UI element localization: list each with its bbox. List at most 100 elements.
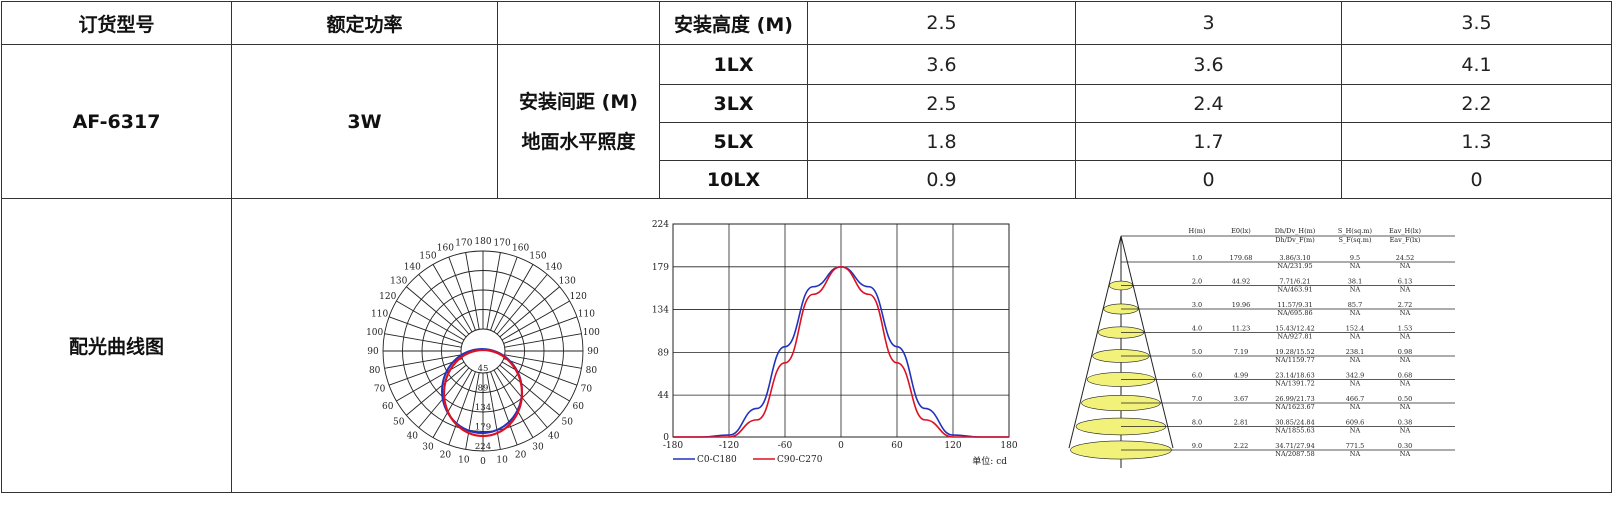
polar-angle-label: 110 — [371, 309, 388, 319]
spacing-label: 安装间距 (M) 地面水平照度 — [497, 44, 660, 199]
x-tick-label: -120 — [719, 441, 739, 451]
cell-dh: 15.43/12.42 — [1275, 325, 1314, 333]
polar-angle-label: 30 — [532, 442, 544, 452]
cell-height: 9.0 — [1192, 442, 1202, 450]
polar-spoke — [384, 354, 462, 369]
x-tick-label: 60 — [891, 441, 903, 451]
polar-angle-label: 80 — [586, 366, 598, 376]
polar-angle-label: 130 — [559, 276, 576, 286]
cell-eav: 24.52 — [1396, 254, 1415, 262]
spacing-value: 0 — [1341, 160, 1612, 199]
curve-area — [231, 198, 1612, 493]
polar-angle-label: 120 — [379, 292, 396, 302]
cell-df: NA/1391.72 — [1275, 380, 1314, 388]
spacing-value: 3.6 — [1075, 44, 1342, 85]
power-header: 额定功率 — [231, 1, 498, 45]
polar-radial-label: 45 — [478, 364, 489, 374]
polar-angle-label: 170 — [494, 239, 511, 249]
cell-s: 38.1 — [1348, 278, 1362, 286]
polar-spoke — [501, 300, 570, 341]
polar-spoke — [490, 371, 518, 446]
cell-eav: 0.30 — [1398, 442, 1412, 450]
polar-angle-label: 70 — [374, 385, 386, 395]
polar-angle-label: 180 — [474, 237, 491, 247]
x-tick-label: 180 — [1000, 441, 1017, 451]
polar-angle-label: 70 — [581, 385, 593, 395]
cell-s: 238.1 — [1346, 348, 1365, 356]
cell-dh: 30.85/24.84 — [1275, 419, 1314, 427]
polar-angle-label: 10 — [458, 455, 470, 465]
spacing-value: 2.5 — [807, 84, 1076, 123]
cell-e0: 7.19 — [1234, 348, 1248, 356]
polar-spoke — [499, 364, 560, 416]
cell-height: 1.0 — [1192, 254, 1202, 262]
cell-dh: 3.86/3.10 — [1279, 254, 1310, 262]
table-header: Dh/Dv_H(m) — [1275, 228, 1316, 235]
spacing-value: 3.6 — [807, 44, 1076, 85]
cell-s: 609.6 — [1346, 419, 1365, 427]
polar-spoke — [396, 300, 465, 341]
polar-spoke — [493, 369, 534, 438]
polar-curve-c90 — [442, 348, 524, 438]
cell-na: NA — [1400, 427, 1411, 435]
polar-spoke — [501, 361, 570, 402]
cell-na: NA — [1400, 403, 1411, 411]
cell-dh: 26.99/21.73 — [1275, 395, 1314, 403]
cell-height: 8.0 — [1192, 419, 1202, 427]
cell-df: NA/231.95 — [1277, 262, 1312, 270]
polar-angle-label: 90 — [367, 347, 379, 357]
polar-spoke — [465, 252, 480, 330]
polar-spoke — [448, 371, 476, 446]
table-header: S_F(sq.m) — [1338, 236, 1371, 244]
series-line-C90-C270 — [673, 265, 1009, 438]
illuminance-cone-diagram: H(m) E0(lx) Dh/Dv_H(m) S_H(sq.m) Eav_H(lx) Dh… — [1068, 228, 1455, 468]
polar-spoke — [418, 274, 470, 335]
cell-na: NA — [1400, 309, 1411, 317]
cell-na: NA — [1350, 309, 1361, 317]
cell-na: NA — [1400, 356, 1411, 364]
polar-angle-label: 120 — [570, 292, 587, 302]
polar-angle-label: 50 — [562, 418, 574, 428]
cell-na: NA — [1350, 427, 1361, 435]
spacing-value: 4.1 — [1341, 44, 1612, 85]
polar-spoke — [496, 274, 548, 335]
unit-label: 单位: cd — [972, 455, 1007, 467]
y-tick-label: 44 — [658, 391, 670, 401]
polar-radial-label: 89 — [478, 384, 489, 394]
model-header: 订货型号 — [1, 1, 232, 45]
cell-height: 3.0 — [1192, 301, 1202, 309]
polar-spoke — [504, 333, 582, 348]
x-tick-label: 0 — [838, 441, 844, 451]
cell-height: 5.0 — [1192, 348, 1202, 356]
polar-radial-label: 179 — [475, 423, 491, 433]
polar-angle-label: 150 — [529, 252, 546, 262]
curve-row: 配光曲线图 — [1, 198, 1612, 493]
mount-height-header: 安装高度 (M) — [659, 1, 808, 45]
polar-angle-label: 20 — [440, 450, 452, 460]
polar-spoke — [432, 264, 473, 333]
polar-angle-label: 40 — [548, 431, 560, 441]
cell-e0: 44.92 — [1232, 278, 1251, 286]
polar-diagram: 1801701601501401301201101009080706050403… — [366, 237, 600, 467]
height-value: 2.5 — [807, 1, 1076, 45]
polar-angle-label: 10 — [496, 455, 508, 465]
polar-spoke — [396, 361, 465, 402]
cell-e0: 4.99 — [1234, 372, 1248, 380]
x-tick-label: 120 — [944, 441, 961, 451]
cell-na: NA — [1350, 450, 1361, 458]
cell-e0: 19.96 — [1232, 301, 1251, 309]
table-header: Eav_H(lx) — [1389, 228, 1421, 235]
polar-spoke — [388, 316, 463, 344]
height-value: 3 — [1075, 1, 1342, 45]
polar-angle-label: 160 — [437, 244, 454, 254]
cell-dh: 23.14/18.63 — [1275, 372, 1314, 380]
y-tick-label: 134 — [652, 306, 669, 316]
cell-s: 466.7 — [1346, 395, 1365, 403]
polar-angle-label: 30 — [422, 442, 434, 452]
y-tick-label: 179 — [652, 263, 669, 273]
polar-angle-label: 140 — [545, 263, 562, 273]
cell-na: NA — [1400, 380, 1411, 388]
spacing-value: 1.8 — [807, 122, 1076, 161]
cell-dh: 19.28/15.52 — [1275, 348, 1314, 356]
spacing-value: 0.9 — [807, 160, 1076, 199]
